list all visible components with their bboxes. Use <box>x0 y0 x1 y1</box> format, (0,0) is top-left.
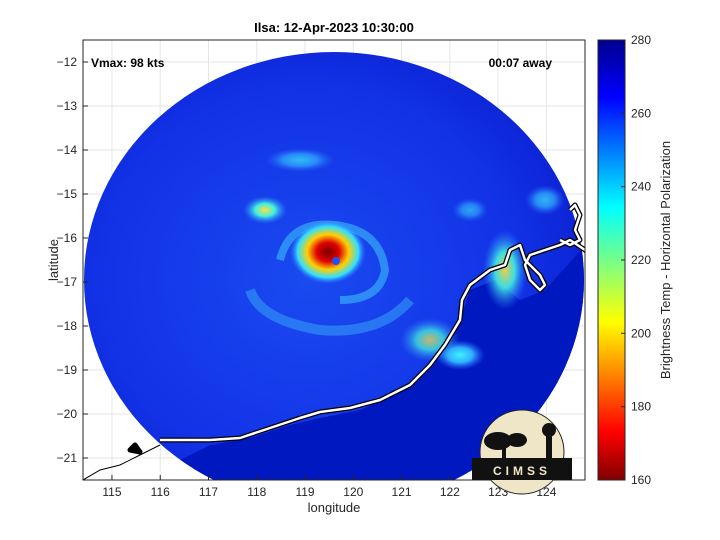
y-tick-label: −20 <box>57 407 78 421</box>
x-tick-label: 118 <box>247 485 266 499</box>
colorbar-tick-label: 260 <box>631 106 651 120</box>
colorbar-tick-label: 280 <box>631 33 651 47</box>
y-tick-label: −13 <box>57 99 78 113</box>
storm-eye <box>290 220 366 284</box>
brightness-temperature-image <box>83 52 585 480</box>
vmax-annotation: Vmax: 98 kts <box>91 56 165 70</box>
axes-frame <box>82 39 586 481</box>
colorbar <box>597 39 626 481</box>
cimss-logo: CIMSS <box>472 409 572 495</box>
x-tick-label: 117 <box>199 485 218 499</box>
y-axis-label: latitude <box>46 239 61 281</box>
y-tick-label: −12 <box>57 55 78 69</box>
y-tick-label: −19 <box>57 363 78 377</box>
x-tick-label: 122 <box>440 485 460 499</box>
x-tick-label: 119 <box>295 485 314 499</box>
axis-ticks: 115 116 117 118 119 120 121 122 123 124−12−13−14−… <box>57 55 557 499</box>
logo-text: CIMSS <box>493 464 551 478</box>
colorbar-tick-label: 180 <box>631 400 651 414</box>
x-tick-label: 120 <box>343 485 363 499</box>
y-tick-label: −14 <box>57 143 78 157</box>
time-away-annotation: 00:07 away <box>489 56 553 70</box>
colorbar-ticks: 160 180 200 220 240 260 280 <box>621 33 651 487</box>
y-tick-label: −16 <box>57 231 78 245</box>
x-tick-label: 115 <box>102 485 121 499</box>
colorbar-tick-label: 200 <box>631 326 651 340</box>
colorbar-tick-label: 240 <box>631 180 651 194</box>
y-tick-label: −21 <box>57 451 78 465</box>
x-axis-label: longitude <box>308 500 361 515</box>
y-tick-label: −17 <box>57 275 78 289</box>
y-tick-label: −18 <box>57 319 78 333</box>
y-tick-label: −15 <box>57 187 78 201</box>
colorbar-tick-label: 220 <box>631 253 651 267</box>
coastline-outside-disc <box>83 444 161 480</box>
colorbar-label: Brightness Temp - Horizontal Polarizatio… <box>658 141 673 379</box>
x-tick-label: 116 <box>151 485 170 499</box>
x-tick-label: 121 <box>392 485 412 499</box>
figure-title: Ilsa: 12-Apr-2023 10:30:00 <box>254 20 414 35</box>
coastline <box>160 203 585 442</box>
colorbar-tick-label: 160 <box>631 473 651 487</box>
